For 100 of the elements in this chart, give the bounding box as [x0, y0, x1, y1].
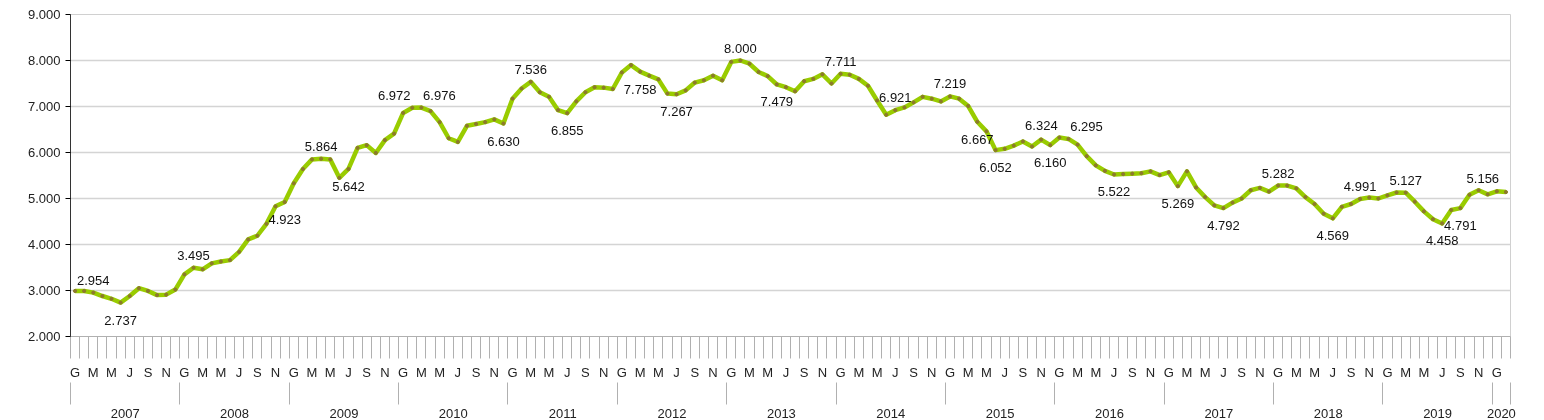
y-tick-label: 4.000	[27, 237, 61, 252]
x-tick-label: M	[106, 364, 117, 380]
x-tick-label: M	[1199, 364, 1211, 380]
text: 2008	[220, 405, 250, 420]
x-tick-label: M	[634, 364, 646, 380]
x-tick-label: G	[1054, 364, 1065, 380]
text: 2009	[329, 405, 359, 420]
x-tick-label: M	[652, 364, 664, 380]
text: 2019	[1423, 405, 1453, 420]
x-tick-label: G	[179, 364, 190, 380]
data-label: 6.855	[550, 123, 584, 139]
data-label: 5.642	[332, 178, 365, 194]
data-label: 4.458	[1425, 233, 1459, 249]
x-tick-label: M	[434, 364, 446, 380]
x-tick-label: S	[1018, 364, 1028, 380]
data-label: 3.495	[177, 247, 210, 263]
y-tick-label: 6.000	[27, 145, 61, 160]
data-label: 4.569	[1316, 228, 1350, 244]
x-tick-label: J	[673, 364, 680, 380]
x-tick-label: N	[489, 364, 499, 380]
y-tick-label: 3.000	[27, 283, 61, 298]
x-tick-label: J	[782, 364, 790, 380]
data-label: 6.972	[378, 87, 411, 103]
x-tick-label: S	[799, 364, 809, 380]
x-tick-label: M	[415, 364, 427, 380]
x-tick-label: G	[288, 364, 299, 380]
x-tick-label: M	[762, 364, 774, 380]
x-tick-label: M	[1072, 364, 1084, 380]
text: 2012	[657, 405, 687, 420]
data-label: 7.758	[623, 81, 657, 97]
text: 2007	[110, 405, 140, 420]
x-tick-label: G	[1491, 364, 1502, 380]
x-tick-label: M	[962, 364, 974, 380]
text: 2011	[548, 405, 577, 420]
x-tick-label: S	[362, 364, 372, 380]
text: 2014	[876, 405, 906, 420]
data-label: 6.976	[423, 87, 456, 103]
x-tick-label: J	[235, 364, 243, 380]
x-tick-label: J	[1001, 364, 1008, 380]
x-tick-label: G	[726, 364, 737, 380]
x-tick-label: J	[1438, 364, 1446, 380]
x-tick-label: M	[87, 364, 99, 380]
data-label: 6.324	[1025, 117, 1058, 133]
data-label: 6.160	[1033, 155, 1067, 171]
x-tick-label: S	[1237, 364, 1247, 380]
x-tick-label: G	[70, 364, 81, 380]
data-label: 5.127	[1389, 172, 1422, 188]
data-label: 6.295	[1070, 118, 1103, 134]
data-label: 2.737	[104, 312, 137, 328]
x-tick-label: S	[253, 364, 262, 380]
y-tick-label: 2.000	[27, 329, 61, 344]
x-tick-label: M	[1309, 364, 1320, 380]
x-tick-label: N	[708, 364, 718, 380]
y-tick-label: 9.000	[27, 7, 61, 22]
x-tick-label: S	[143, 364, 153, 380]
y-tick-label: 8.000	[27, 53, 61, 68]
x-tick-label: G	[835, 364, 846, 380]
x-tick-label: M	[1400, 364, 1412, 380]
x-tick-label: M	[215, 364, 227, 380]
x-tick-label: S	[909, 364, 919, 380]
data-label: 7.267	[660, 104, 693, 120]
x-tick-label: M	[543, 364, 555, 380]
x-tick-label: N	[598, 364, 609, 380]
x-tick-label: N	[1036, 364, 1046, 380]
x-tick-label: G	[944, 364, 956, 380]
x-tick-label: M	[1181, 364, 1193, 380]
x-tick-label: J	[126, 364, 133, 380]
data-label: 6.921	[879, 90, 912, 106]
data-label: 5.864	[304, 138, 338, 154]
x-tick-label: G	[398, 364, 409, 380]
text: 2016	[1095, 405, 1124, 420]
data-label: 5.156	[1466, 171, 1500, 187]
x-tick-label: N	[927, 364, 937, 380]
data-label: 2.954	[77, 272, 110, 288]
x-tick-label: M	[324, 364, 336, 380]
x-tick-label: N	[1473, 364, 1484, 380]
data-label: 4.991	[1343, 178, 1377, 194]
x-tick-label: N	[1145, 364, 1156, 380]
x-tick-label: M	[197, 364, 209, 380]
x-tick-label: M	[744, 364, 755, 380]
x-tick-label: S	[1127, 364, 1137, 380]
x-tick-label: M	[871, 364, 883, 380]
text: 2015	[985, 405, 1015, 420]
x-tick-label: G	[1273, 364, 1284, 380]
text: 2010	[438, 405, 468, 420]
y-tick-label: 5.000	[27, 191, 61, 206]
data-label: 5.269	[1161, 196, 1195, 212]
x-tick-label: N	[161, 364, 171, 380]
data-label: 6.630	[487, 133, 520, 149]
x-tick-label: M	[853, 364, 865, 380]
x-tick-label: M	[981, 364, 992, 380]
data-label: 5.282	[1261, 165, 1295, 181]
text: 2020	[1486, 405, 1516, 420]
x-tick-label: N	[817, 364, 828, 380]
x-tick-label: G	[1382, 364, 1393, 380]
x-tick-label: S	[581, 364, 591, 380]
data-label: 5.522	[1097, 184, 1131, 200]
x-tick-label: M	[306, 364, 318, 380]
x-tick-label: M	[1090, 364, 1102, 380]
x-tick-label: J	[454, 364, 462, 380]
